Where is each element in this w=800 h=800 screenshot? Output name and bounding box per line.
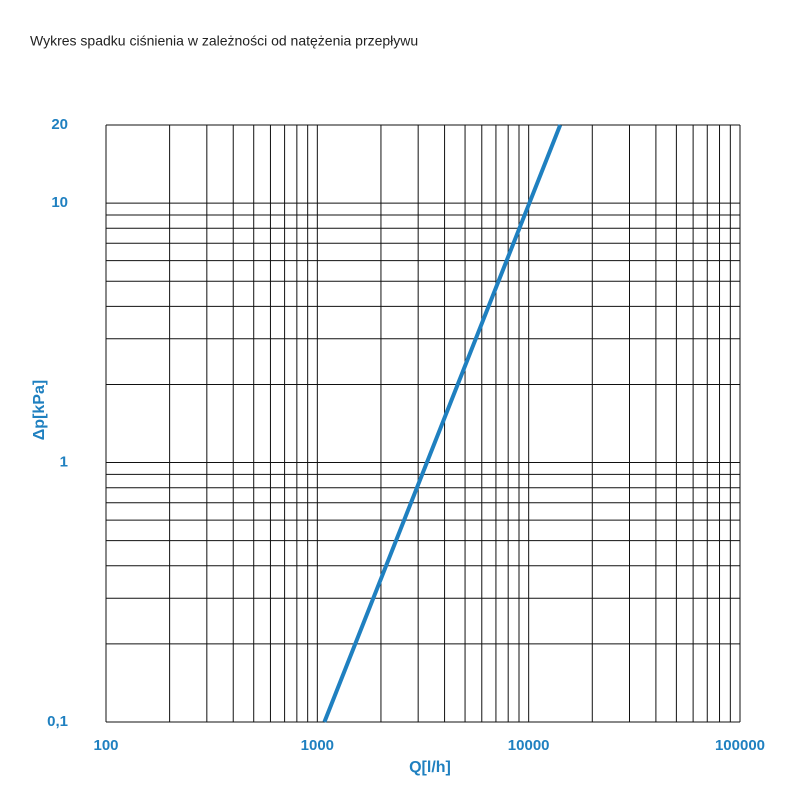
x-tick-label: 100 bbox=[93, 737, 118, 754]
chart-title: Wykres spadku ciśnienia w zależności od … bbox=[30, 33, 418, 49]
y-tick-label: 10 bbox=[51, 194, 68, 211]
x-tick-label: 10000 bbox=[508, 737, 550, 754]
y-axis-title: Δp[kPa] bbox=[31, 380, 48, 440]
y-tick-label: 20 bbox=[51, 116, 68, 133]
data-line bbox=[322, 124, 563, 723]
y-tick-label: 0,1 bbox=[47, 713, 68, 730]
x-axis-title: Q[l/h] bbox=[409, 759, 451, 776]
y-tick-label: 1 bbox=[60, 454, 68, 471]
x-tick-label: 1000 bbox=[301, 737, 334, 754]
x-tick-label: 100000 bbox=[715, 737, 765, 754]
